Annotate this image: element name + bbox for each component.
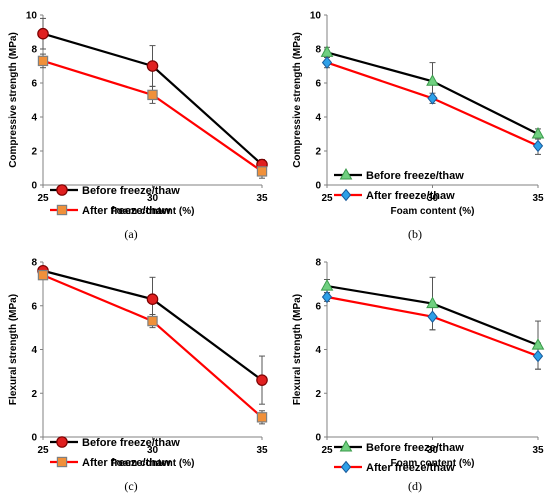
x-axis-title: Foam content (%) (391, 206, 475, 217)
data-point (146, 293, 159, 305)
y-tick-label: 10 (310, 11, 322, 22)
data-point (321, 56, 333, 69)
chart-panel-1: 0 2 4 6 8 10 25 30 35 Foam content (%) Compressive… (292, 11, 545, 241)
data-point (426, 74, 439, 86)
y-axis-title: Compressive strength (MPa) (8, 32, 19, 168)
y-tick-label: 6 (315, 79, 321, 90)
x-tick-label: 35 (256, 193, 268, 204)
legend: Before freeze/thaw After freeze/thaw (50, 436, 180, 469)
x-tick-label: 35 (532, 445, 544, 456)
data-point (147, 315, 158, 327)
x-tick-label: 30 (427, 445, 439, 456)
x-tick-label: 25 (321, 445, 333, 456)
x-axis-title: Foam content (%) (111, 458, 195, 469)
y-tick-label: 0 (315, 181, 321, 192)
x-tick-label: 35 (256, 445, 268, 456)
y-tick-label: 10 (26, 11, 38, 22)
data-point (256, 166, 268, 177)
legend-marker (339, 439, 353, 452)
panel-caption: (b) (408, 227, 422, 241)
panel-caption: (c) (124, 479, 137, 493)
legend-marker (56, 184, 68, 196)
legend: Before freeze/thaw After freeze/thaw (334, 167, 464, 202)
y-axis-title: Compressive strength (MPa) (292, 32, 303, 168)
y-tick-label: 4 (315, 345, 321, 356)
data-point (256, 374, 268, 386)
chart-panel-2: 0 2 4 6 8 25 30 35 Foam content (%) Flexural stre… (8, 258, 268, 494)
y-tick-label: 2 (315, 389, 321, 400)
x-tick-label: 30 (147, 445, 159, 456)
data-point (37, 27, 49, 40)
data-point (320, 279, 334, 291)
x-tick-label: 25 (37, 445, 49, 456)
y-tick-label: 0 (31, 181, 37, 192)
chart-panel-3: 0 2 4 6 8 25 30 35 Foam content (%) Flexural stre… (292, 258, 545, 493)
y-tick-label: 6 (31, 301, 37, 312)
y-tick-label: 6 (315, 301, 321, 312)
y-axis-title: Flexural strength (MPa) (8, 294, 19, 405)
data-point (426, 296, 439, 309)
legend-label: After freeze/thaw (82, 457, 171, 469)
x-tick-label: 25 (321, 193, 333, 204)
data-point (427, 310, 438, 323)
x-axis-title: Foam content (%) (111, 206, 195, 217)
y-tick-label: 4 (315, 113, 321, 124)
y-axis-title: Flexural strength (MPa) (292, 294, 303, 405)
y-tick-label: 0 (315, 433, 321, 444)
data-point (146, 60, 159, 72)
data-point (532, 139, 544, 153)
legend-label: After freeze/thaw (366, 190, 455, 202)
data-point (532, 349, 544, 363)
data-point (427, 92, 438, 105)
y-tick-label: 2 (31, 389, 37, 400)
legend-marker (340, 188, 352, 202)
panel-caption: (a) (124, 227, 137, 241)
y-tick-label: 8 (31, 258, 37, 269)
x-axis-title: Foam content (%) (391, 458, 475, 469)
y-tick-label: 8 (315, 258, 321, 269)
legend-marker (56, 204, 68, 216)
legend-label: After freeze/thaw (366, 462, 455, 474)
legend-label: Before freeze/thaw (366, 442, 464, 454)
data-point (321, 290, 333, 304)
y-tick-label: 4 (31, 345, 37, 356)
legend-label: Before freeze/thaw (82, 437, 180, 449)
legend-label: Before freeze/thaw (366, 170, 464, 182)
legend-marker (340, 460, 352, 474)
legend-label: Before freeze/thaw (82, 185, 180, 197)
y-tick-label: 8 (31, 45, 37, 56)
legend-marker (56, 456, 68, 468)
x-tick-label: 25 (37, 193, 49, 204)
y-tick-label: 8 (315, 45, 321, 56)
data-point (320, 45, 334, 57)
y-tick-label: 2 (31, 147, 37, 158)
x-tick-label: 30 (427, 193, 439, 204)
y-tick-label: 0 (31, 433, 37, 444)
y-tick-label: 6 (31, 79, 37, 90)
legend-marker (339, 167, 353, 180)
data-point (256, 412, 268, 423)
panel-caption: (d) (408, 479, 422, 493)
data-point (37, 55, 49, 67)
legend: Before freeze/thaw After freeze/thaw (50, 184, 180, 217)
legend-label: After freeze/thaw (82, 205, 171, 217)
x-tick-label: 30 (147, 193, 159, 204)
y-tick-label: 4 (31, 113, 37, 124)
data-point (37, 269, 49, 281)
data-point (531, 338, 545, 350)
y-tick-label: 2 (315, 147, 321, 158)
x-tick-label: 35 (532, 193, 544, 204)
chart-panel-0: 0 2 4 6 8 10 25 30 35 Foam content (%) Compressive… (8, 11, 268, 242)
legend: Before freeze/thaw After freeze/thaw (334, 439, 464, 474)
data-point (147, 89, 158, 101)
legend-marker (56, 436, 68, 448)
data-point (531, 126, 545, 139)
